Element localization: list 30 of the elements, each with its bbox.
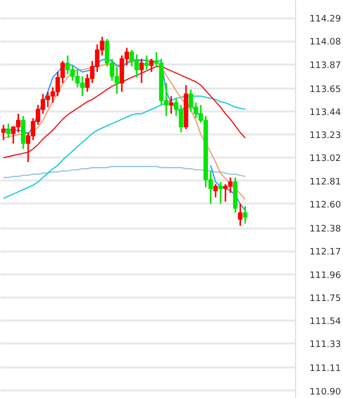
candlestick (242, 205, 248, 224)
line-series (2, 166, 246, 178)
y-tick-label: 112.38 (310, 224, 342, 235)
y-tick-label: 112.81 (310, 177, 341, 188)
line-series (2, 66, 246, 158)
y-tick-label: 110.90 (310, 387, 342, 398)
candlestick (6, 122, 11, 139)
candlestick (1, 124, 6, 141)
y-tick-label: 113.02 (310, 154, 341, 164)
candlestick (213, 183, 218, 198)
y-tick-label: 112.17 (310, 248, 341, 258)
y-tick-label: 111.96 (310, 270, 342, 281)
y-tick-label: 111.75 (310, 294, 341, 304)
candlestick (168, 95, 174, 114)
candlestick (149, 58, 154, 73)
y-tick-label: 113.44 (310, 108, 342, 118)
y-tick-label: 111.54 (310, 316, 342, 327)
y-tick-label: 111.11 (310, 364, 341, 374)
y-tick-label: 113.87 (310, 60, 341, 71)
y-tick-label: 112.60 (310, 200, 342, 210)
y-tick-label: 113.65 (310, 84, 341, 95)
candlestick (20, 115, 26, 150)
candlestick (139, 58, 144, 84)
candlestick (144, 54, 149, 71)
y-tick-label: 114.29 (310, 14, 342, 25)
y-tick-label: 113.23 (310, 131, 341, 142)
y-tick-label: 114.08 (310, 38, 342, 48)
candlestick (218, 181, 223, 205)
y-tick-label: 111.33 (310, 340, 341, 350)
candlestick (238, 203, 242, 227)
